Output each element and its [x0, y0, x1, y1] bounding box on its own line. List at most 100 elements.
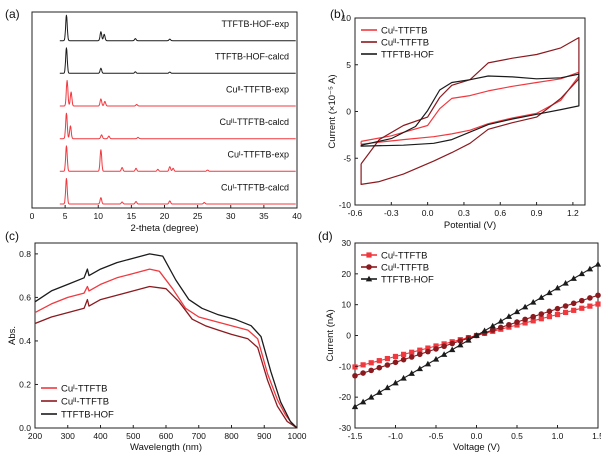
iv-point	[384, 384, 391, 391]
d-ytick-label: -10	[339, 361, 352, 371]
iv-point	[416, 365, 423, 372]
iv-legend-entry-label: Cuᴵᴵ-TTFTB	[381, 263, 429, 274]
c-ytick-label: 0.4	[19, 336, 31, 346]
iv-point	[538, 294, 545, 300]
iv-point	[481, 327, 488, 334]
iv-point	[417, 347, 423, 353]
panel-a: (a) TTFTB-HOF-exp TTFTB-HOF-calcd Cuᴵᴵ-TTFT…	[5, 7, 302, 234]
uv-legend-entry-label: Cuᴵᴵ-TTFTB	[61, 397, 109, 408]
panel-a-xlabel: 2-theta (degree)	[130, 223, 198, 234]
iv-point	[409, 349, 415, 355]
iv-point	[408, 354, 415, 360]
b-xtick-label: 1.2	[567, 208, 579, 218]
iv-point	[522, 316, 528, 323]
iv-point	[408, 370, 415, 376]
iv-point	[505, 313, 513, 319]
pxrd-trace-label: Cuᴵ-TTFTB-calcd	[221, 182, 289, 192]
iv-legend-entry-marker	[366, 252, 372, 258]
panel-b-xlabel: Potential (V)	[444, 220, 496, 231]
d-xtick-label: 0.0	[471, 431, 483, 441]
a-xtick-label: 20	[160, 211, 170, 221]
iv-point	[497, 317, 504, 324]
iv-point	[392, 359, 399, 366]
panel-d-xlabel: Voltage (V)	[453, 442, 500, 452]
a-xtick-label: 10	[94, 211, 104, 221]
iv-point	[562, 279, 569, 286]
d-ytick-label: 20	[342, 269, 352, 279]
iv-point	[489, 322, 496, 329]
iv-legend-entry-marker	[365, 275, 373, 282]
iv-legend-entry-marker	[366, 264, 372, 270]
panel-d: (d) -1.5 -1.0 -0.5 0.0 0.5 1.0 1.5 -30 -20 -10 0 10 2…	[318, 229, 601, 452]
b-xtick-label: 0.9	[531, 208, 543, 218]
cv-curve	[360, 37, 580, 185]
uv-legend-entry-label: Cuᴵ-TTFTB	[61, 384, 107, 395]
pxrd-trace	[59, 178, 296, 205]
panel-d-ylabel: Current (nA)	[325, 309, 336, 361]
iv-point	[513, 308, 521, 315]
iv-point	[586, 265, 594, 272]
iv-point	[554, 311, 561, 318]
iv-point	[384, 362, 391, 368]
pxrd-trace	[59, 145, 296, 172]
b-xtick-label: -0.3	[384, 208, 399, 218]
iv-point	[578, 270, 585, 277]
iv-point	[368, 393, 375, 400]
iv-point	[489, 327, 496, 333]
panel-b: (b) -0.6 -0.3 0.0 0.3 0.6 0.9 1.2 -10 -5 0 5 10 Poten…	[327, 7, 586, 231]
iv-point	[441, 343, 447, 350]
iv-point	[514, 319, 520, 325]
panel-c-label: (c)	[5, 229, 19, 243]
a-xtick-label: 40	[292, 211, 302, 221]
b-xtick-label: 0.0	[422, 208, 434, 218]
pxrd-trace-label: Cuᴵ-TTFTB-exp	[227, 150, 289, 160]
d-xtick-label: -1.5	[348, 431, 363, 441]
iv-point	[352, 372, 358, 379]
iv-point	[425, 345, 431, 351]
cv-curve	[360, 73, 580, 147]
c-ytick-label: 0.0	[19, 423, 31, 433]
iv-point	[530, 313, 536, 320]
iv-point	[432, 355, 440, 362]
iv-point	[392, 353, 399, 360]
d-xtick-label: -1.0	[388, 431, 403, 441]
a-xtick-label: 5	[63, 211, 68, 221]
b-xtick-label: -0.6	[348, 208, 363, 218]
iv-point	[417, 351, 423, 358]
iv-point	[595, 301, 601, 307]
iv-point	[465, 336, 472, 343]
iv-point	[449, 346, 456, 353]
iv-point	[554, 284, 561, 291]
iv-point	[570, 275, 577, 281]
iv-point	[352, 364, 358, 370]
cv-legend-entry-label: Cuᴵᴵ-TTFTB	[381, 38, 429, 49]
cv-curve	[360, 71, 580, 145]
pxrd-trace-label: Cuᴵᴵ-TTFTB-exp	[226, 84, 289, 94]
iv-point	[579, 297, 585, 304]
panel-c: (c) 200 300 400 500 600 700 800 900 1000 0.0 0.2 0.4…	[5, 229, 307, 452]
iv-point	[360, 370, 366, 376]
pxrd-trace	[59, 47, 296, 74]
a-xtick-label: 25	[193, 211, 203, 221]
d-ytick-label: -20	[339, 392, 352, 402]
panel-b-label: (b)	[330, 7, 345, 21]
iv-point	[506, 321, 512, 328]
iv-point	[530, 318, 536, 324]
iv-point	[570, 300, 577, 307]
iv-point	[384, 355, 390, 362]
b-ytick-label: 0	[346, 107, 351, 117]
iv-point	[351, 403, 359, 410]
panel-d-label: (d)	[318, 229, 333, 243]
b-xtick-label: 0.3	[458, 208, 470, 218]
b-ytick-label: 10	[342, 13, 352, 23]
pxrd-trace-label: TTFTB-HOF-calcd	[215, 52, 289, 62]
d-xtick-label: 0.5	[511, 431, 523, 441]
panel-c-xlabel: Wavelength (nm)	[130, 442, 202, 452]
d-xtick-label: -0.5	[429, 431, 444, 441]
iv-point	[424, 360, 432, 367]
iv-point	[546, 289, 553, 296]
panel-b-ylabel: Current (×10⁻⁵ A)	[327, 74, 338, 148]
panel-c-ylabel: Abs.	[7, 326, 18, 345]
iv-point	[400, 374, 407, 381]
